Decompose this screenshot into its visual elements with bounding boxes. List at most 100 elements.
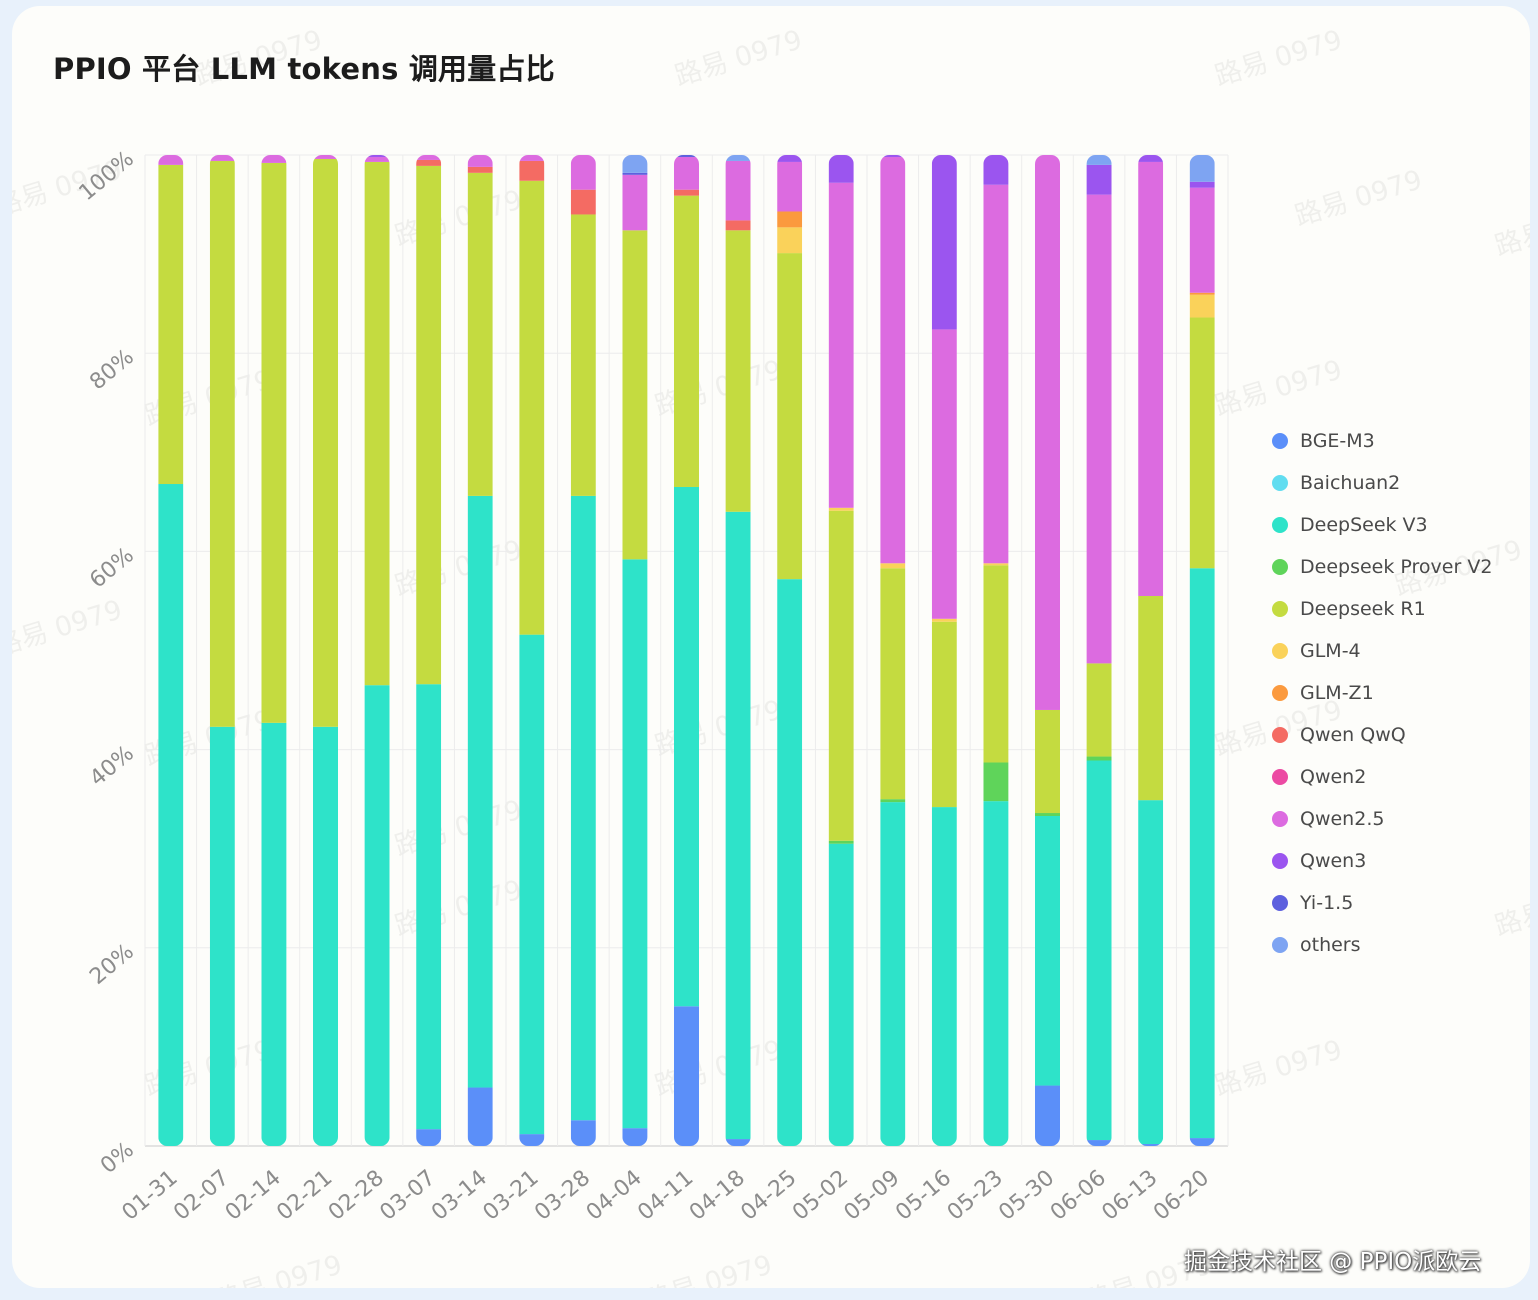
bar-segment — [467, 172, 493, 496]
legend-swatch — [1272, 811, 1288, 827]
bar-segment — [364, 155, 390, 157]
bar-segment — [313, 155, 338, 159]
x-tick-label: 04-25 — [736, 1165, 801, 1225]
legend-item[interactable]: Qwen2 — [1272, 756, 1492, 798]
bar-segment — [209, 155, 235, 161]
bar-stack-04-04 — [622, 155, 648, 1146]
legend-item[interactable]: GLM-4 — [1272, 630, 1492, 672]
bar-segment — [622, 230, 648, 560]
bar-segment — [828, 155, 854, 183]
bar-segment — [983, 565, 1009, 763]
bar-segment — [1035, 815, 1060, 1086]
bar-segment — [416, 165, 442, 685]
legend-item[interactable]: BGE-M3 — [1272, 420, 1492, 462]
bar-segment — [777, 161, 803, 212]
bar-segment — [1086, 756, 1112, 761]
legend-swatch — [1272, 895, 1288, 911]
bar-stack-02-14 — [261, 155, 287, 1146]
bar-segment — [1086, 1140, 1112, 1146]
x-tick-label: 04-18 — [685, 1165, 750, 1225]
bar-segment — [1138, 161, 1164, 596]
legend-item[interactable]: Qwen2.5 — [1272, 798, 1492, 840]
y-tick-label: 60% — [85, 543, 139, 594]
bar-segment — [674, 1006, 699, 1146]
bar-segment — [931, 807, 957, 1146]
x-tick-label: 03-07 — [375, 1165, 440, 1225]
x-tick-label: 05-23 — [943, 1165, 1008, 1225]
legend-item[interactable]: Deepseek Prover V2 — [1272, 546, 1492, 588]
bar-segment — [1189, 155, 1215, 182]
legend-label: Qwen2 — [1300, 766, 1367, 788]
bar-segment — [983, 155, 1009, 185]
bar-segment — [674, 140, 699, 155]
bar-segment — [777, 227, 803, 254]
x-tick-label: 03-14 — [427, 1165, 492, 1225]
bar-segment — [1189, 181, 1215, 188]
legend-swatch — [1272, 559, 1288, 575]
bar-segment — [1189, 568, 1215, 1139]
legend-label: Qwen3 — [1300, 850, 1367, 872]
x-tick-label: 02-07 — [169, 1165, 234, 1225]
bar-segment — [725, 230, 751, 512]
legend-swatch — [1272, 643, 1288, 659]
bar-stack-05-02 — [828, 155, 854, 1146]
bar-segment — [1189, 187, 1215, 293]
legend-item[interactable]: others — [1272, 924, 1492, 966]
bar-segment — [364, 156, 390, 162]
bar-segment — [209, 160, 235, 727]
bar-segment — [725, 160, 751, 221]
bar-stack-05-16 — [931, 155, 957, 1146]
bar-segment — [725, 220, 751, 231]
bar-segment — [725, 1139, 751, 1146]
y-tick-label: 100% — [75, 146, 139, 206]
bar-segment — [1035, 155, 1060, 710]
bar-segment — [931, 329, 957, 619]
bar-segment — [364, 161, 390, 686]
bar-segment — [519, 634, 545, 1135]
bar-segment — [158, 155, 184, 165]
bar-stack-03-28 — [570, 155, 596, 1146]
bar-segment — [983, 184, 1009, 564]
x-tick-label: 05-09 — [840, 1165, 905, 1225]
bar-segment — [622, 174, 648, 231]
bar-segment — [828, 840, 854, 844]
bar-segment — [1086, 663, 1112, 757]
bar-segment — [1138, 1144, 1164, 1146]
bar-segment — [622, 1128, 648, 1146]
legend-label: others — [1300, 934, 1361, 956]
bar-segment — [674, 189, 699, 196]
y-tick-label: 80% — [85, 345, 139, 396]
bar-segment — [1086, 194, 1112, 664]
bar-segment — [931, 618, 957, 622]
legend-item[interactable]: Yi-1.5 — [1272, 882, 1492, 924]
legend-item[interactable]: Qwen3 — [1272, 840, 1492, 882]
legend-label: Yi-1.5 — [1300, 892, 1354, 914]
bar-segment — [1189, 1138, 1215, 1146]
legend-item[interactable]: GLM-Z1 — [1272, 672, 1492, 714]
legend-swatch — [1272, 433, 1288, 449]
bar-stack-04-18 — [725, 155, 751, 1146]
legend-swatch — [1272, 685, 1288, 701]
x-tick-label: 02-21 — [272, 1165, 337, 1225]
x-tick-label: 06-13 — [1097, 1165, 1162, 1225]
legend-item[interactable]: Qwen QwQ — [1272, 714, 1492, 756]
bar-segment — [674, 156, 699, 190]
legend-item[interactable]: Baichuan2 — [1272, 462, 1492, 504]
chart-title: PPIO 平台 LLM tokens 调用量占比 — [53, 52, 555, 86]
legend-label: Deepseek Prover V2 — [1300, 556, 1493, 578]
bar-segment — [313, 726, 338, 1146]
legend-label: Qwen QwQ — [1300, 724, 1406, 746]
x-tick-label: 01-31 — [118, 1165, 183, 1225]
x-tick-label: 06-06 — [1046, 1165, 1111, 1225]
bar-segment — [364, 685, 390, 1146]
bar-segment — [983, 762, 1009, 802]
legend-label: BGE-M3 — [1300, 430, 1375, 452]
bar-segment — [416, 684, 442, 1130]
legend-item[interactable]: DeepSeek V3 — [1272, 504, 1492, 546]
bar-stack-03-07 — [416, 155, 442, 1146]
legend-item[interactable]: Deepseek R1 — [1272, 588, 1492, 630]
bar-segment — [570, 214, 596, 496]
bar-segment — [1189, 292, 1215, 295]
x-tick-label: 03-21 — [479, 1165, 544, 1225]
x-tick-label: 02-28 — [324, 1165, 389, 1225]
